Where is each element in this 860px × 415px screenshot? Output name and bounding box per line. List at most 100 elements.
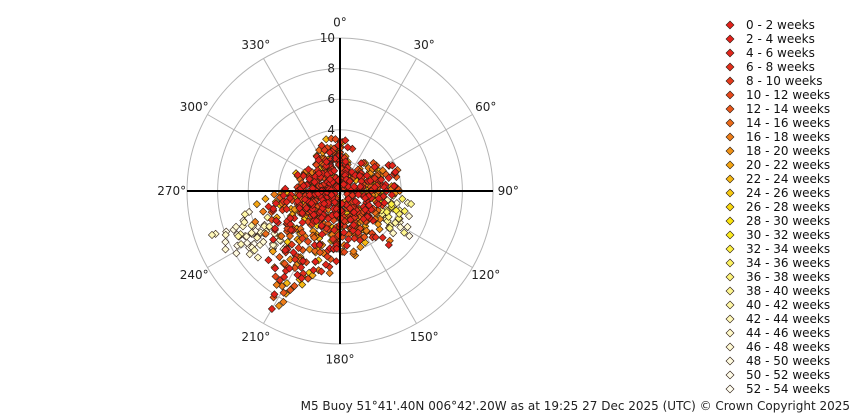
data-point [242,232,251,241]
legend-label-15: 30 - 32 weeks [746,228,830,242]
data-point [389,229,398,238]
data-point [287,240,296,249]
legend-marker-3 [725,62,735,72]
data-point [388,161,397,170]
data-point [282,279,291,288]
legend-label-11: 22 - 24 weeks [746,172,830,186]
legend-marker-23 [725,342,735,352]
angle-label-120: 120° [471,268,500,282]
data-point [339,180,348,189]
data-point [317,230,327,239]
data-point [356,243,365,252]
angle-label-0: 0° [333,16,347,30]
data-point [264,256,273,265]
data-point [307,199,316,208]
data-point [253,233,262,242]
data-point [341,157,350,166]
data-point [384,240,393,249]
data-point [330,166,339,175]
data-point [327,190,336,200]
data-point [267,304,276,313]
data-point [261,229,270,238]
data-point [280,272,289,281]
legend-marker-2 [725,48,735,58]
data-point [277,232,286,241]
data-points [207,134,416,313]
data-point [232,222,241,231]
data-point [363,212,372,221]
data-point [321,260,330,269]
legend-marker-20 [725,300,735,310]
data-point [272,216,281,225]
data-point [237,240,246,249]
data-point [261,194,270,203]
angle-label-30: 30° [414,38,435,52]
data-point [344,194,353,203]
legend-marker-1 [725,34,735,44]
data-point [400,207,409,216]
data-point [309,210,318,219]
data-point [377,175,386,184]
data-point [317,213,326,222]
data-point [361,194,370,203]
legend-label-17: 34 - 36 weeks [746,256,830,270]
data-point [279,288,288,297]
data-point [245,250,254,259]
legend-marker-11 [725,174,735,184]
data-point [317,141,326,150]
data-point [268,247,277,256]
data-point [366,176,375,185]
data-point [331,135,340,144]
data-point [351,197,360,206]
data-point [295,191,304,200]
data-point [391,168,400,177]
legend-marker-7 [725,118,735,128]
data-point [243,238,252,248]
data-point [315,240,324,249]
data-point [374,220,383,229]
angle-label-60: 60° [475,100,496,114]
data-point [355,171,364,180]
legend-label-19: 38 - 40 weeks [746,284,830,298]
data-point [359,215,368,224]
data-point [385,224,394,233]
legend-label-2: 4 - 6 weeks [746,46,815,60]
data-point [344,235,353,244]
legend-label-9: 18 - 20 weeks [746,144,830,158]
data-point [346,215,355,224]
legend-label-10: 20 - 22 weeks [746,158,830,172]
data-point [403,222,412,231]
data-point [343,143,352,152]
data-point [354,190,363,199]
data-point [291,255,300,264]
data-point [382,208,391,217]
data-point [290,263,299,273]
data-point [303,237,312,246]
data-point [299,181,308,190]
polar-scatter-chart: 0° 30° 60° 90° 120° 150° 180° 210° 240° 270° 300° 3… [157,16,830,396]
legend-marker-6 [725,104,735,114]
legend-label-3: 6 - 8 weeks [746,60,815,74]
legend-label-4: 8 - 10 weeks [746,74,822,88]
data-point [285,194,295,203]
data-point [304,165,313,174]
legend-label-21: 42 - 44 weeks [746,312,830,326]
legend-label-5: 10 - 12 weeks [746,88,830,102]
data-point [293,197,302,206]
data-point [274,301,283,310]
data-point [350,213,359,222]
data-point [325,269,334,278]
radial-tick-10: 10 [320,31,335,45]
legend-marker-26 [725,384,735,394]
data-point [341,136,350,145]
legend-label-14: 28 - 30 weeks [746,214,830,228]
data-point [387,190,396,199]
data-point [286,214,295,223]
data-point [317,267,326,276]
legend-marker-10 [725,160,735,170]
data-point [251,217,260,226]
data-point [271,272,280,281]
legend-label-6: 12 - 14 weeks [746,102,830,116]
data-point [253,253,262,262]
data-point [349,220,358,229]
